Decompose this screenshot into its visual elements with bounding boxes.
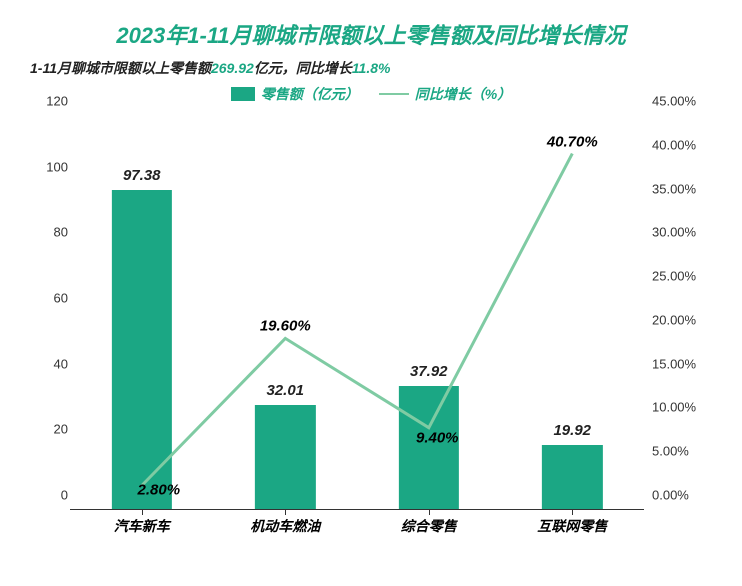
bar-value-label: 97.38	[123, 167, 161, 190]
y-left-tick: 80	[8, 225, 68, 240]
bar: 19.92	[542, 445, 602, 510]
legend-item-bar: 零售额（亿元）	[231, 84, 359, 104]
plot-area: 97.38 32.01 37.92 19.92 2.80% 19.60% 9.40% 40.…	[70, 116, 644, 510]
y-right-tick: 45.00%	[652, 94, 712, 109]
y-right-tick: 25.00%	[652, 269, 712, 284]
y-left-tick: 60	[8, 291, 68, 306]
bar-value-label: 32.01	[266, 382, 304, 405]
x-axis-labels: 汽车新车 机动车燃油 综合零售 互联网零售	[70, 516, 644, 538]
y-left-tick: 20	[8, 422, 68, 437]
x-category-label: 综合零售	[401, 516, 457, 536]
y-right-tick: 0.00%	[652, 488, 712, 503]
x-category-label: 互联网零售	[537, 516, 607, 536]
x-tick	[429, 509, 430, 515]
y-right-tick: 35.00%	[652, 181, 712, 196]
y-left-tick: 120	[8, 94, 68, 109]
y-right-tick: 10.00%	[652, 400, 712, 415]
legend-bar-label: 零售额（亿元）	[261, 84, 359, 104]
legend: 零售额（亿元） 同比增长（%）	[30, 84, 712, 104]
y-right-tick: 40.00%	[652, 137, 712, 152]
chart-area: 020406080100120 97.3832.0137.9219.92 2.8…	[30, 108, 712, 538]
x-category-label: 机动车燃油	[250, 516, 320, 536]
y-right-tick: 30.00%	[652, 225, 712, 240]
line-value-label: 9.40%	[416, 429, 459, 446]
bar: 32.01	[255, 405, 315, 510]
line-value-label: 40.70%	[547, 133, 598, 150]
y-right-axis: 0.00% 5.00% 10.00% 15.00% 20.00% 25.00% 30.00%…	[652, 116, 712, 510]
y-left-tick: 100	[8, 159, 68, 174]
bar-value-label: 19.92	[553, 422, 591, 445]
legend-item-line: 同比增长（%）	[379, 84, 511, 104]
y-right-tick: 20.00%	[652, 312, 712, 327]
x-tick	[142, 509, 143, 515]
bar: 37.92	[399, 386, 459, 511]
x-tick	[285, 509, 286, 515]
legend-swatch-line	[379, 93, 409, 95]
line-value-label: 19.60%	[260, 318, 311, 335]
bars-layer: 97.38 32.01 37.92 19.92	[70, 116, 644, 510]
legend-swatch-bar	[231, 87, 255, 101]
bar: 97.38	[112, 190, 172, 510]
y-left-tick: 40	[8, 356, 68, 371]
line-value-label: 2.80%	[137, 482, 180, 499]
x-axis-line	[70, 509, 644, 510]
chart-title: 2023年1-11月聊城市限额以上零售额及同比增长情况	[30, 18, 712, 50]
x-tick	[572, 509, 573, 515]
y-right-tick: 15.00%	[652, 356, 712, 371]
y-left-tick: 0	[8, 488, 68, 503]
chart-container: 2023年1-11月聊城市限额以上零售额及同比增长情况 1-11月聊城市限额以上…	[0, 0, 742, 586]
chart-subtitle: 1-11月聊城市限额以上零售额269.92亿元，同比增长11.8%	[30, 58, 712, 78]
legend-line-label: 同比增长（%）	[415, 84, 511, 104]
bar-value-label: 37.92	[410, 363, 448, 386]
x-category-label: 汽车新车	[114, 516, 170, 536]
y-right-tick: 5.00%	[652, 444, 712, 459]
y-left-axis: 020406080100120	[8, 116, 68, 510]
